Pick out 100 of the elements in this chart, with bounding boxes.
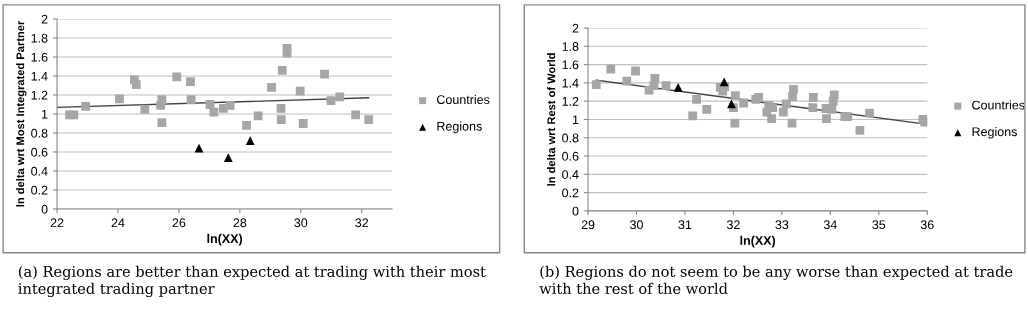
point (781, 99, 791, 109)
point (140, 104, 150, 114)
point (730, 91, 740, 101)
point (688, 111, 698, 121)
point (320, 69, 329, 79)
point (81, 102, 91, 111)
x-tick-label: 24 (111, 218, 125, 228)
legend-label: Countries (437, 94, 490, 105)
y-tick-label: 0.2 (562, 188, 579, 198)
point (808, 93, 818, 102)
point (865, 108, 874, 118)
point (115, 94, 124, 104)
point (186, 95, 196, 105)
point (276, 103, 286, 113)
x-tick-label: 33 (775, 220, 789, 230)
point (186, 77, 195, 87)
point (591, 80, 601, 90)
point (622, 76, 632, 86)
x-tick-label: 28 (233, 218, 247, 228)
y-tick-label: 1.8 (562, 42, 579, 51)
x-tick-label: 35 (872, 220, 886, 230)
y-tick-label: 2 (41, 14, 48, 24)
point (326, 96, 336, 106)
x-tick-label: 31 (678, 220, 692, 230)
point (808, 103, 818, 112)
point (661, 81, 671, 91)
point (822, 114, 831, 123)
point (172, 72, 182, 82)
point (778, 107, 788, 117)
x-tick-label: 29 (581, 220, 595, 230)
point (631, 66, 640, 76)
y-tick-label: 0.8 (562, 133, 579, 143)
y-tick-label: 1.6 (562, 60, 579, 70)
point (855, 126, 865, 135)
point (702, 105, 712, 114)
point (253, 111, 263, 121)
point (157, 118, 167, 127)
point (298, 119, 308, 128)
point (157, 95, 167, 105)
y-tick-label: 0.8 (31, 128, 48, 138)
x-tick-label: 36 (920, 220, 934, 230)
y-tick-label: 0.2 (31, 185, 48, 195)
point (727, 99, 736, 109)
y-tick-label: 1.8 (31, 33, 48, 43)
point (245, 136, 255, 145)
point (827, 105, 837, 114)
x-tick-label: 32 (355, 218, 369, 228)
point (787, 118, 797, 128)
point (719, 77, 729, 87)
y-tick-label: 1.2 (31, 90, 48, 100)
y-tick-label: 0.6 (31, 147, 48, 157)
point (789, 84, 798, 94)
legend-label: Regions (972, 126, 1017, 139)
text: (a) Regions are better than expected at trading with their most integrated trading partner (18, 265, 486, 298)
x-tick-label: 34 (823, 220, 837, 230)
x-axis-title: ln(XX) (740, 235, 776, 248)
y-tick-label: 1.2 (562, 96, 579, 106)
point (277, 65, 287, 75)
point (650, 73, 660, 83)
y-tick-label: 0.6 (562, 151, 579, 161)
point (194, 143, 204, 153)
y-tick-label: 1 (572, 115, 579, 124)
y-tick-label: 1.4 (31, 71, 48, 81)
point (69, 110, 79, 120)
x-tick-label: 26 (172, 218, 186, 228)
point (131, 80, 141, 89)
point (829, 90, 839, 100)
point (739, 98, 748, 108)
text: (b) Regions do not seem to be any worse than expected at trade with the rest of the world (539, 265, 1013, 295)
point (223, 153, 233, 163)
y-axis-title: ln delta wrt Rest of World (547, 53, 556, 186)
point (335, 92, 345, 102)
point (606, 64, 616, 74)
y-axis-title: ln delta wrt Most Integrated Partner (16, 20, 27, 207)
point (692, 94, 701, 104)
point (767, 114, 777, 123)
x-tick-label: 32 (726, 220, 740, 230)
y-tick-label: 0 (572, 206, 579, 216)
point (267, 83, 276, 92)
y-tick-label: 0.4 (31, 166, 48, 176)
point (282, 48, 292, 58)
x-tick-label: 22 (50, 218, 64, 228)
point (225, 101, 235, 110)
x-tick-label: 30 (630, 220, 643, 230)
point (242, 120, 251, 130)
legend-label: Regions (437, 121, 482, 134)
y-tick-label: 0.4 (562, 170, 579, 179)
y-tick-label: 1 (42, 109, 48, 119)
point (351, 110, 361, 120)
y-tick-label: 0 (41, 204, 48, 214)
y-tick-label: 1.6 (31, 52, 48, 62)
x-tick-label: 30 (294, 218, 308, 228)
y-tick-label: 1.4 (562, 78, 579, 88)
y-tick-label: 2 (572, 23, 579, 33)
legend-label: Countries (972, 100, 1025, 110)
x-axis-title: ln(XX) (207, 233, 243, 246)
point (673, 83, 683, 92)
point (295, 86, 305, 96)
point (276, 115, 286, 125)
point (364, 115, 374, 125)
